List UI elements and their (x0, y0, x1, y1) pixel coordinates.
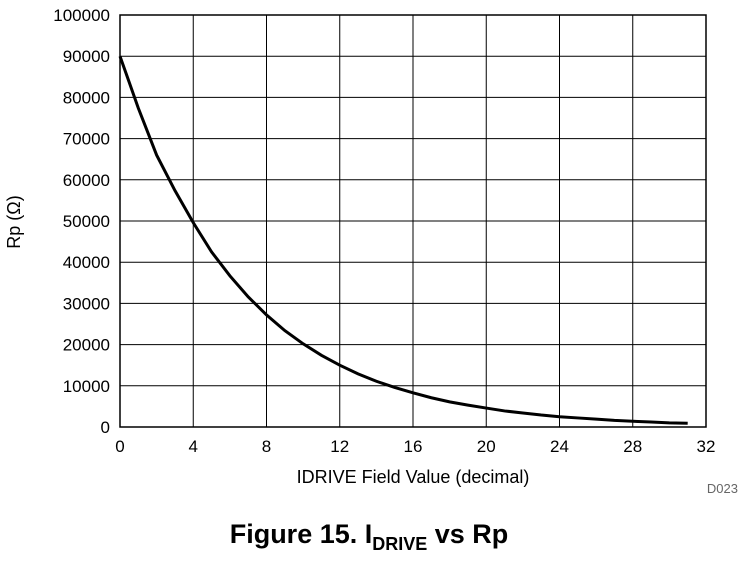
y-tick-label: 70000 (63, 130, 110, 149)
x-tick-label: 12 (330, 437, 349, 456)
x-tick-label: 20 (477, 437, 496, 456)
grid (119, 14, 707, 428)
figure-code: D023 (707, 481, 738, 496)
caption-subscript: DRIVE (372, 534, 427, 554)
x-tick-label: 28 (623, 437, 642, 456)
caption-main: Figure 15. I (230, 519, 373, 549)
plot-frame (119, 14, 707, 428)
tick-labels: 0 4 8 12 16 20 24 28 32 0 10000 20000 30000 40000 5000… (53, 6, 715, 456)
y-tick-label: 10000 (63, 377, 110, 396)
y-tick-label: 0 (101, 418, 110, 437)
y-tick-label: 90000 (63, 47, 110, 66)
x-axis-label: IDRIVE Field Value (decimal) (297, 467, 530, 487)
y-tick-label: 20000 (63, 336, 110, 355)
x-tick-label: 16 (404, 437, 423, 456)
y-axis-label: Rp (Ω) (4, 195, 24, 248)
y-tick-label: 60000 (63, 171, 110, 190)
series-line (118, 55, 688, 425)
y-tick-label: 100000 (53, 6, 110, 25)
x-tick-label: 8 (262, 437, 271, 456)
x-tick-label: 32 (697, 437, 716, 456)
y-tick-label: 50000 (63, 212, 110, 231)
x-tick-label: 24 (550, 437, 569, 456)
y-tick-label: 30000 (63, 294, 110, 313)
y-tick-label: 40000 (63, 253, 110, 272)
y-tick-label: 80000 (63, 88, 110, 107)
x-tick-label: 0 (115, 437, 124, 456)
x-tick-label: 4 (189, 437, 198, 456)
figure-caption: Figure 15. IDRIVE vs Rp (230, 519, 509, 554)
caption-tail: vs Rp (427, 519, 508, 549)
